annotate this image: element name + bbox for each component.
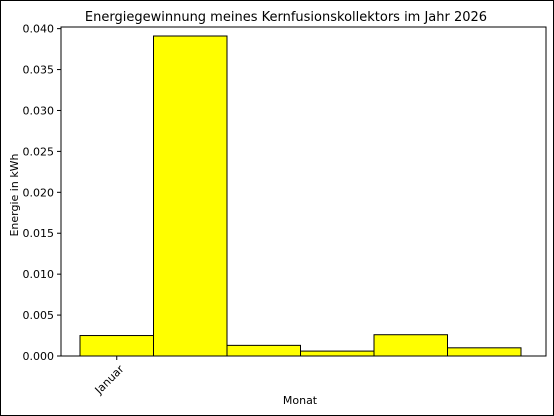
y-tick-label: 0.030 [23,104,55,117]
y-tick-label: 0.040 [23,23,55,36]
bar-0 [79,335,154,357]
bar-1 [153,35,228,357]
bar-5 [447,347,522,357]
chart-title: Energiegewinnung meines Kernfusionskolle… [85,10,487,25]
bar-2 [226,344,301,357]
y-tick-label: 0.035 [23,64,55,77]
bar-3 [300,350,375,357]
y-tick-label: 0.000 [23,350,55,363]
y-tick-label: 0.025 [23,145,55,158]
bar-4 [373,334,448,357]
y-axis: 0.000 0.005 0.010 0.015 0.020 0.025 0.030 0.035… [23,23,61,363]
x-axis: Januar [92,356,127,397]
y-tick-label: 0.015 [23,227,55,240]
plot-area-border [60,26,547,357]
bars-group [79,35,522,357]
y-axis-label: Energie in kWh [8,153,21,236]
y-tick-label: 0.010 [23,268,55,281]
y-tick-label: 0.020 [23,186,55,199]
y-tick-label: 0.005 [23,309,55,322]
x-tick-label: Januar [92,362,127,397]
x-axis-label: Monat [283,394,318,407]
